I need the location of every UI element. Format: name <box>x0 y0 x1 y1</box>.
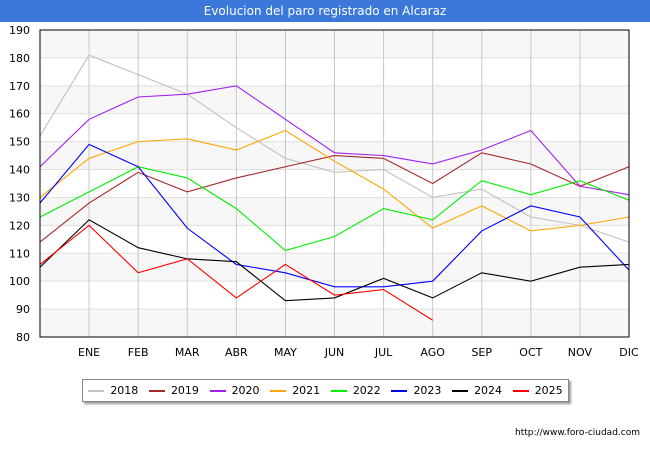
legend-item-2022: 2022 <box>330 384 381 397</box>
legend-label: 2023 <box>413 384 442 397</box>
legend-swatch <box>148 389 165 392</box>
series-line-2020 <box>39 85 630 196</box>
legend-label: 2021 <box>292 384 321 397</box>
x-tick-label: JUN <box>324 346 345 359</box>
legend-item-2018: 2018 <box>88 384 138 397</box>
y-tick-label: 150 <box>9 136 30 149</box>
legend-label: 2024 <box>474 384 503 397</box>
y-tick-label: 170 <box>9 80 30 93</box>
series-line-2018 <box>39 54 630 243</box>
legend-label: 2019 <box>170 384 199 397</box>
series-line-2019 <box>39 152 630 243</box>
plot-border <box>39 29 630 338</box>
legend-label: 2020 <box>231 384 260 397</box>
x-tick-label: MAY <box>274 346 297 359</box>
x-tick-label: ABR <box>225 346 248 359</box>
y-tick-label: 190 <box>9 24 30 37</box>
y-tick-label: 130 <box>9 191 30 204</box>
series-line-2021 <box>39 129 630 232</box>
legend-swatch <box>391 389 408 392</box>
legend-item-2020: 2020 <box>209 384 260 397</box>
x-tick-label: JUL <box>374 346 393 359</box>
y-tick-label: 100 <box>9 275 30 288</box>
y-tick-label: 120 <box>9 219 30 232</box>
legend-label: 2018 <box>110 384 139 397</box>
x-tick-label: NOV <box>568 346 593 359</box>
x-tick-label: MAR <box>175 346 200 359</box>
y-tick-label: 160 <box>9 108 30 121</box>
legend-swatch <box>512 389 529 392</box>
y-tick-label: 80 <box>16 331 30 344</box>
x-tick-label: DIC <box>619 346 639 359</box>
x-tick-label: ENE <box>78 346 100 359</box>
legend-swatch <box>209 389 226 392</box>
chart-title: Evolucion del paro registrado en Alcaraz <box>0 0 650 22</box>
legend-item-2024: 2024 <box>452 384 502 397</box>
x-tick-label: OCT <box>519 346 542 359</box>
y-tick-label: 140 <box>9 164 30 177</box>
series-line-2024 <box>39 219 630 302</box>
legend-label: 2022 <box>352 384 381 397</box>
x-tick-label: SEP <box>471 346 492 359</box>
series-line-2023 <box>39 143 630 288</box>
x-tick-label: FEB <box>128 346 149 359</box>
legend-item-2025: 2025 <box>512 384 563 397</box>
legend-swatch <box>270 389 287 392</box>
legend-swatch <box>88 389 105 392</box>
y-tick-label: 110 <box>9 247 30 260</box>
y-tick-label: 180 <box>9 52 30 65</box>
series-line-2025 <box>39 224 433 321</box>
legend-swatch <box>330 389 347 392</box>
legend-label: 2025 <box>534 384 563 397</box>
legend-item-2023: 2023 <box>391 384 441 397</box>
legend-item-2019: 2019 <box>148 384 199 397</box>
x-tick-label: AGO <box>420 346 445 359</box>
source-url: http://www.foro-ciudad.com <box>515 428 640 438</box>
legend-swatch <box>452 389 469 392</box>
y-tick-label: 90 <box>16 303 30 316</box>
legend: 2018 2019 2020 2021 2022 2023 2024 2025 <box>82 379 569 402</box>
legend-item-2021: 2021 <box>270 384 320 397</box>
